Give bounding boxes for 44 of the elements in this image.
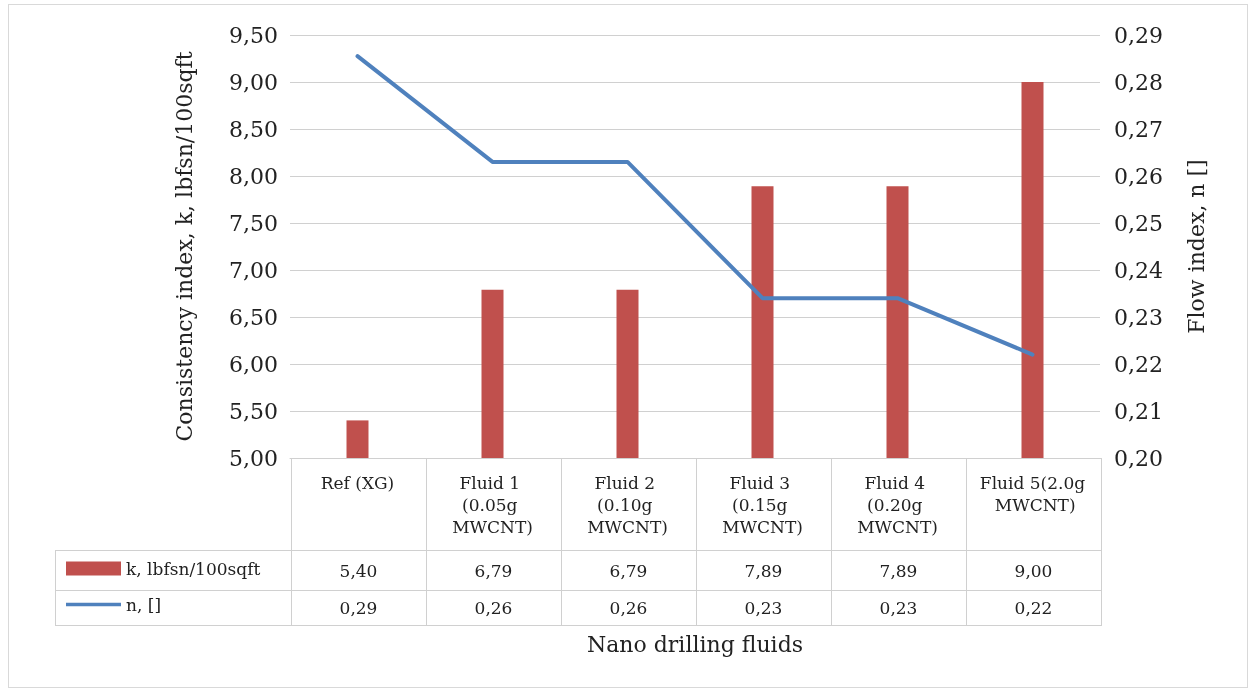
y2-axis-title: Flow index, n []	[1183, 159, 1209, 334]
y-tick-label: 7,50	[229, 210, 278, 236]
y-tick-label: 8,00	[229, 163, 278, 189]
x-tick-label: Fluid 2 (0.10g MWCNT)	[587, 473, 668, 537]
y-tick-label: 5,00	[229, 445, 278, 471]
data-label: 0,23	[831, 590, 966, 626]
y2-tick-label: 0,21	[1114, 398, 1163, 424]
legend-label: k, lbfsn/100sqft	[126, 558, 261, 579]
x-tick-label: Fluid 1 (0.05g MWCNT)	[452, 473, 533, 537]
y2-tick-label: 0,28	[1114, 69, 1163, 95]
data-label: 5,40	[291, 550, 426, 591]
y-tick-label: 6,00	[229, 351, 278, 377]
x-tick-label: Fluid 3 (0.15g MWCNT)	[722, 473, 803, 537]
data-label: 9,00	[966, 550, 1101, 591]
data-label: 0,29	[291, 590, 426, 626]
data-label: 7,89	[831, 550, 966, 591]
y-axis-title: Consistency index, k, lbfsn/100sqft	[171, 51, 197, 442]
data-label: 6,79	[426, 550, 561, 591]
data-label: 6,79	[561, 550, 696, 591]
x-tick-label: Ref (XG)	[320, 473, 395, 493]
y2-tick-label: 0,24	[1114, 257, 1163, 283]
x-tick-label: Fluid 4 (0.20g MWCNT)	[857, 473, 938, 537]
y-tick-label: 8,50	[229, 116, 278, 142]
data-label: 7,89	[696, 550, 831, 591]
y-tick-label: 7,00	[229, 257, 278, 283]
y-tick-label: 9,50	[229, 22, 278, 48]
data-label: 0,26	[426, 590, 561, 626]
x-tick-label: Fluid 5(2.0g MWCNT)	[979, 473, 1086, 515]
y-tick-label: 6,50	[229, 304, 278, 330]
y-tick-label: 9,00	[229, 69, 278, 95]
data-label: 0,23	[696, 590, 831, 626]
y2-tick-label: 0,25	[1114, 210, 1163, 236]
y2-tick-label: 0,26	[1114, 163, 1163, 189]
legend-label: n, []	[126, 594, 162, 615]
y2-tick-label: 0,20	[1114, 445, 1163, 471]
y-tick-label: 5,50	[229, 398, 278, 424]
line-series	[355, 54, 1035, 357]
y2-tick-label: 0,23	[1114, 304, 1163, 330]
y2-tick-label: 0,27	[1114, 116, 1163, 142]
data-label: 0,26	[561, 590, 696, 626]
x-axis-title: Nano drilling fluids	[586, 631, 804, 657]
data-label: 0,22	[966, 590, 1101, 626]
y2-tick-label: 0,29	[1114, 22, 1163, 48]
y2-tick-label: 0,22	[1114, 351, 1163, 377]
